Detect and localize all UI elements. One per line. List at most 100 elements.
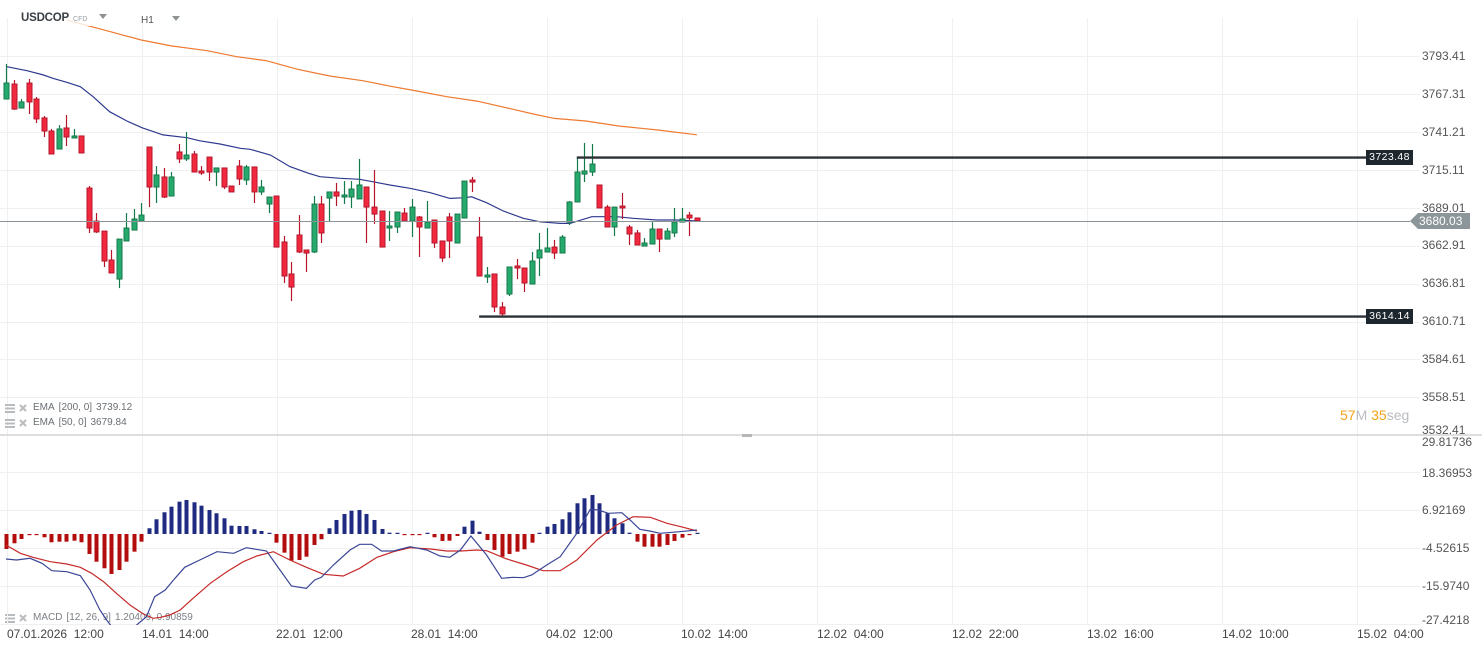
candle[interactable]	[86, 185, 93, 233]
candle[interactable]	[484, 267, 491, 283]
candle[interactable]	[108, 249, 115, 274]
candle[interactable]	[296, 215, 303, 254]
candle[interactable]	[71, 128, 78, 139]
candle[interactable]	[191, 150, 198, 173]
candle[interactable]	[251, 166, 258, 204]
candle[interactable]	[356, 158, 363, 200]
candle[interactable]	[581, 142, 588, 183]
candle[interactable]	[348, 181, 355, 208]
candle[interactable]	[469, 176, 476, 192]
candle[interactable]	[213, 167, 220, 186]
candle[interactable]	[78, 135, 85, 154]
candle[interactable]	[138, 203, 145, 222]
candle[interactable]	[48, 128, 55, 155]
candle[interactable]	[266, 196, 273, 214]
candle[interactable]	[521, 267, 528, 293]
candle[interactable]	[416, 215, 423, 257]
candle[interactable]	[626, 224, 633, 246]
candle[interactable]	[341, 181, 348, 205]
candle[interactable]	[56, 125, 63, 150]
candle[interactable]	[101, 230, 108, 268]
resistance-level-tag[interactable]: 3723.48	[1366, 150, 1413, 165]
candle[interactable]	[281, 236, 288, 283]
candle[interactable]	[33, 96, 40, 124]
candle[interactable]	[446, 213, 453, 258]
candle[interactable]	[326, 191, 333, 222]
support-level-tag[interactable]: 3614.14	[1366, 309, 1413, 324]
candle[interactable]	[243, 165, 250, 185]
candle[interactable]	[536, 232, 543, 277]
candle[interactable]	[409, 198, 416, 238]
candle[interactable]	[371, 169, 378, 224]
candle[interactable]	[679, 207, 686, 223]
candle[interactable]	[161, 167, 168, 199]
candle[interactable]	[131, 208, 138, 231]
candle[interactable]	[514, 259, 521, 280]
candle[interactable]	[551, 239, 558, 260]
candle[interactable]	[11, 79, 18, 110]
candle[interactable]	[236, 159, 243, 185]
candle[interactable]	[506, 266, 513, 297]
candle[interactable]	[3, 63, 10, 100]
candle[interactable]	[431, 219, 438, 248]
candle[interactable]	[333, 182, 340, 207]
candle[interactable]	[168, 172, 175, 197]
candle[interactable]	[303, 249, 310, 272]
candle[interactable]	[454, 213, 461, 244]
candle[interactable]	[664, 228, 671, 240]
candle[interactable]	[153, 166, 160, 204]
candle[interactable]	[41, 116, 48, 137]
candle[interactable]	[183, 132, 190, 161]
candle[interactable]	[386, 211, 393, 241]
candle[interactable]	[206, 156, 213, 182]
candle[interactable]	[686, 212, 693, 237]
candle[interactable]	[641, 238, 648, 247]
timeframe-selector[interactable]: H1	[141, 12, 180, 28]
candle[interactable]	[363, 186, 370, 244]
candle[interactable]	[529, 252, 536, 285]
candle[interactable]	[589, 143, 596, 176]
candle[interactable]	[394, 211, 401, 233]
candle[interactable]	[424, 200, 431, 229]
candle[interactable]	[116, 238, 123, 289]
candle[interactable]	[439, 240, 446, 263]
candle[interactable]	[671, 207, 678, 238]
candle[interactable]	[461, 180, 468, 219]
candle[interactable]	[491, 273, 498, 313]
indicator-settings-icon[interactable]	[5, 613, 15, 623]
candle[interactable]	[649, 222, 656, 245]
candle[interactable]	[656, 228, 663, 253]
candle[interactable]	[544, 228, 551, 253]
remove-indicator-icon[interactable]	[18, 418, 28, 428]
candle[interactable]	[379, 210, 386, 248]
candle[interactable]	[123, 213, 130, 242]
candle[interactable]	[596, 184, 603, 209]
candle[interactable]	[401, 207, 408, 222]
indicator-settings-icon[interactable]	[5, 418, 15, 428]
indicator-settings-icon[interactable]	[5, 403, 15, 413]
candle[interactable]	[499, 302, 506, 317]
candle[interactable]	[93, 213, 100, 233]
candle[interactable]	[198, 166, 205, 175]
candle[interactable]	[221, 167, 228, 190]
candle[interactable]	[559, 235, 566, 254]
remove-indicator-icon[interactable]	[18, 403, 28, 413]
candle[interactable]	[574, 157, 581, 203]
candle[interactable]	[258, 180, 265, 196]
candle[interactable]	[228, 185, 235, 193]
candle[interactable]	[18, 99, 25, 109]
candle[interactable]	[566, 200, 573, 225]
candle[interactable]	[176, 143, 183, 164]
panel-resize-handle[interactable]	[742, 434, 752, 437]
symbol-selector[interactable]: USDCOP CFD	[18, 10, 111, 26]
candle[interactable]	[634, 230, 641, 246]
candle[interactable]	[694, 217, 701, 222]
candle[interactable]	[26, 78, 33, 115]
candle[interactable]	[146, 146, 153, 208]
candle[interactable]	[63, 115, 70, 146]
candle[interactable]	[311, 196, 318, 254]
candle[interactable]	[288, 262, 295, 302]
candle[interactable]	[476, 216, 483, 277]
candle[interactable]	[318, 196, 325, 244]
